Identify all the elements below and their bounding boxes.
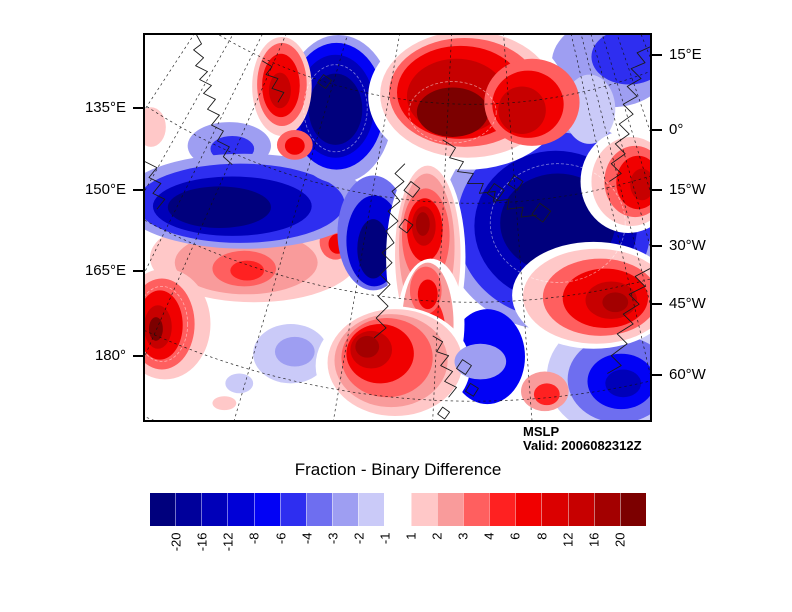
colorbar-tick-label: -3 [325, 532, 341, 545]
colorbar-cell [227, 493, 254, 526]
colorbar-tick-label: 6 [507, 532, 523, 540]
contour-blob [357, 219, 390, 279]
colorbar-tick-label: 1 [403, 532, 419, 540]
left-axis-tick [133, 107, 143, 109]
colorbar-tick-label: -8 [246, 532, 262, 545]
left-axis-tick [133, 355, 143, 357]
colorbar-tick-label: -20 [168, 532, 184, 552]
right-axis-tick [652, 303, 662, 305]
colorbar-cell [489, 493, 516, 526]
contour-blob [602, 292, 629, 313]
colorbar [150, 493, 646, 526]
colorbar-cell [332, 493, 359, 526]
colorbar-tick-label: 3 [455, 532, 471, 540]
right-axis-tick [652, 374, 662, 376]
colorbar-tick-label: 2 [429, 532, 445, 540]
contour-blob [498, 86, 546, 134]
colorbar-cell [384, 493, 411, 526]
left-axis-tick-label: 165°E [84, 262, 126, 279]
colorbar-cell [410, 493, 437, 526]
left-axis-tick [133, 270, 143, 272]
colorbar-cell [619, 493, 646, 526]
colorbar-tick-label: -1 [377, 532, 393, 545]
contour-line-hints [145, 64, 626, 362]
colorbar-cell [593, 493, 620, 526]
colorbar-tick-label: 12 [560, 532, 576, 547]
colorbar-tick-label: 4 [481, 532, 497, 540]
contour-blob [308, 73, 363, 145]
map-plot-area [143, 33, 652, 422]
left-axis-tick-label: 135°E [84, 99, 126, 116]
colorbar-title: Fraction - Binary Difference [294, 460, 502, 479]
left-axis-tick-label: 180° [94, 347, 126, 364]
plot-annotation: MSLP Valid: 2006082312Z [523, 425, 642, 453]
right-axis-tick [652, 189, 662, 191]
right-axis-tick-label: 15°W [669, 181, 706, 198]
colorbar-cell [175, 493, 202, 526]
colorbar-tick-label: 16 [586, 532, 602, 547]
colorbar-cell [515, 493, 542, 526]
contour-blob [533, 383, 560, 406]
right-axis-tick-label: 60°W [669, 366, 706, 383]
map-canvas [145, 35, 650, 420]
contour-blob [145, 107, 166, 147]
right-axis-tick-label: 15°E [669, 46, 702, 63]
colorbar-tick-label: 20 [612, 532, 628, 547]
contour-blob [605, 369, 642, 398]
contour-blob [284, 136, 305, 155]
contour-blob [417, 279, 438, 310]
variable-label: MSLP [523, 424, 560, 439]
right-axis-tick [652, 245, 662, 247]
right-axis-tick [652, 129, 662, 131]
contour-blob [230, 260, 265, 281]
colorbar-cell [462, 493, 490, 526]
colorbar-cell [150, 493, 176, 526]
contour-blob [454, 343, 507, 380]
right-axis-tick-label: 45°W [669, 295, 706, 312]
right-axis-tick-label: 0° [669, 121, 684, 138]
contour-blob [269, 72, 291, 109]
contour-blob [225, 373, 254, 394]
contour-blob [212, 396, 237, 411]
colorbar-tick-label: -4 [299, 532, 315, 545]
colorbar-cell [201, 493, 228, 526]
colorbar-tick-label: -12 [220, 532, 236, 552]
contour-blob [355, 335, 380, 358]
right-axis-tick-label: 30°W [669, 237, 706, 254]
colorbar-cell [541, 493, 568, 526]
colorbar-cell [279, 493, 306, 526]
colorbar-tick-label: -6 [273, 532, 289, 545]
colorbar-cell [358, 493, 385, 526]
colorbar-cell [436, 493, 463, 526]
colorbar-cell [567, 493, 594, 526]
contour-blob [415, 212, 430, 236]
left-axis-tick-label: 150°E [84, 181, 126, 198]
contour-field-layer [145, 35, 650, 420]
colorbar-tick-label: -2 [351, 532, 367, 545]
contour-blob [274, 336, 315, 367]
right-axis-tick [652, 54, 662, 56]
contour-blob [167, 186, 272, 228]
colorbar-cell [253, 493, 280, 526]
coastline-layer [145, 35, 650, 420]
colorbar-tick-label: -16 [194, 532, 210, 552]
colorbar-cell [305, 493, 333, 526]
contour-blob [416, 87, 489, 137]
valid-time-label: Valid: 2006082312Z [523, 438, 642, 453]
left-axis-tick [133, 189, 143, 191]
colorbar-tick-label: 8 [534, 532, 550, 540]
